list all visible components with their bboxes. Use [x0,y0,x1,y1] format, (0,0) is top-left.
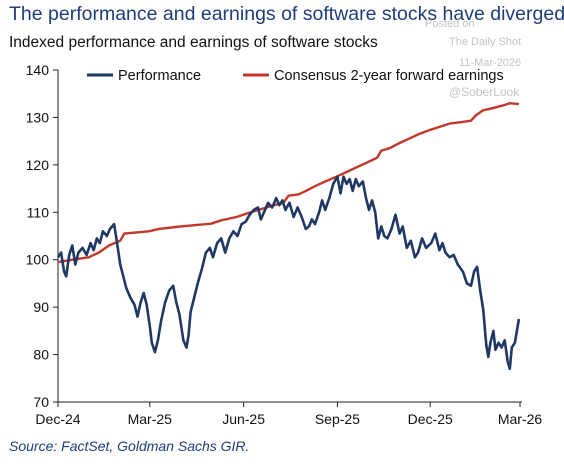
series-line-performance [56,175,521,371]
watermark-handle: @SoberLook [449,85,520,99]
x-tick-label: Dec-25 [408,411,453,427]
legend-earnings-label: Consensus 2-year forward earnings [274,68,504,84]
chart-title: The performance and earnings of software… [9,3,564,25]
y-tick-label: 70 [33,394,49,410]
chart-subtitle: Indexed performance and earnings of soft… [9,34,378,51]
watermark-date: 11-Mar-2026 [459,57,522,69]
y-tick-label: 80 [33,347,49,363]
y-tick-label: 130 [26,109,50,125]
legend-performance-label: Performance [118,68,201,84]
x-tick-label: Mar-26 [498,411,543,427]
x-tick-label: Dec-24 [35,411,80,427]
x-tick-label: Sep-25 [315,411,360,427]
series-line-earnings [57,102,520,264]
y-tick-label: 90 [33,299,49,315]
y-tick-label: 100 [26,252,50,268]
watermark-source: The Daily Shot [449,36,522,48]
y-tick-label: 110 [27,204,50,220]
x-tick-label: Jun-25 [222,411,265,427]
x-tick-label: Mar-25 [128,411,173,427]
y-tick-label: 140 [26,62,50,78]
chart-source: Source: FactSet, Goldman Sachs GIR. [9,438,250,454]
watermark-posted: Posted on [425,18,475,30]
y-tick-label: 120 [26,157,50,173]
